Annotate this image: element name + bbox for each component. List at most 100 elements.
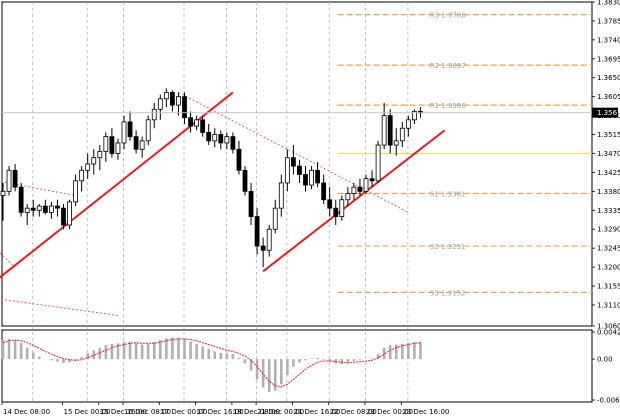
candle-body [176,96,181,106]
candle-body [24,207,30,213]
candle-body [248,190,254,217]
candle-body [224,136,230,144]
support-trendline [262,129,446,273]
candle-body [169,92,175,106]
time-tick-label: 21 Dec 16:00 [293,408,340,416]
candle-body [12,169,18,188]
dotted-trendline [0,252,16,268]
time-tick-label: 14 Dec 08:00 [3,408,50,416]
candles [0,88,423,268]
time-tick-label: 17 Dec 00:00 [160,408,207,416]
price-tick-label: 1.3785 [597,17,620,25]
candle-body [151,108,157,121]
candle-body [85,163,91,171]
candle-body [303,174,308,186]
candle-body [230,136,236,150]
price-tick-label: 1.3060 [597,323,620,331]
price-tick-label: 1.3200 [597,264,620,272]
price-tick-label: 1.3425 [597,169,620,177]
pivot-level-label: R1 1.3596 [430,102,467,110]
candle-body [97,150,103,159]
time-tick-label: 15 Dec 00:00 [64,408,111,416]
candle-body [387,115,393,146]
candle-body [67,201,72,226]
price-tick-label: 1.3740 [597,36,620,44]
candle-body [218,134,224,144]
macd-indicator: 0.00429 0.00 -0.00647 [1,329,620,405]
pivot-level-label: S2 1.3251 [430,243,466,251]
support-trendline [0,91,234,279]
time-tick-label: 17 Dec 16:00 [197,408,244,416]
macd-scale-label: 0.00 [597,356,613,364]
price-tick-label: 1.3110 [597,301,620,309]
candle-body [375,144,381,182]
candle-body [163,92,169,100]
pivot-levels: R3 1.3786 R2 1.3697 R1 1.3596 S1 1.3381 S2 1… [337,12,592,297]
current-price-badge [592,107,618,118]
candle-body [61,207,66,226]
macd-panel-border [1,329,593,403]
candle-body [194,119,200,127]
time-tick-label: 21 Dec 00:00 [257,408,304,416]
candle-body [73,180,78,203]
candle-body [290,157,296,167]
candle-body [321,182,327,201]
candle-body [333,207,339,217]
candle-body [42,205,48,213]
candle-body [284,157,290,184]
candle-body [127,121,133,138]
macd-scale-label: -0.00647 [597,397,620,405]
candle-body [266,228,272,251]
candle-body [399,127,405,142]
candle-body [297,165,302,175]
time-tick-label: 16 Dec 08:00 [124,408,171,416]
candle-body [206,132,212,142]
time-tick-label: 23 Dec 16:00 [402,408,449,416]
candle-body [327,199,333,209]
current-price-label: 1.3567 [597,109,620,117]
pivot-level-label: S3 1.3152 [430,289,466,297]
candle-body [121,121,127,144]
price-tick-label: 1.3245 [597,245,620,253]
pivot-level-label: S1 1.3381 [430,190,466,198]
candle-body [115,142,121,154]
candle-body [369,178,375,182]
price-tick-label: 1.3380 [597,188,620,196]
time-tick-label: 23 Dec 00:00 [366,408,413,416]
candle-body [236,148,242,171]
pivot-level-label: R3 1.3786 [430,12,467,20]
candle-body [6,169,12,192]
price-tick-label: 1.3290 [597,226,620,234]
price-tick-label: 1.3695 [597,55,620,63]
price-panel-border [1,1,593,327]
price-tick-label: 1.3155 [597,283,620,291]
candle-body [260,245,266,251]
candle-body [278,182,284,209]
candle-body [91,157,97,165]
dotted-trendline [0,298,119,316]
candle-body [36,205,42,211]
price-tick-label: 1.3650 [597,74,620,82]
candle-body [157,98,163,110]
candle-body [357,186,363,192]
candle-body [393,140,399,146]
candle-body [188,117,193,127]
candle-body [49,205,54,213]
candle-body [212,134,218,142]
candle-body [381,115,387,146]
candle-body [315,169,321,184]
candle-body [254,216,260,247]
price-tick-label: 1.3335 [597,207,620,215]
candle-body [133,136,139,150]
time-tick-label: 18 Dec 08:00 [233,408,280,416]
time-tick-label: 15 Dec 16:00 [100,408,147,416]
price-tick-label: 1.3605 [597,93,620,101]
candle-body [272,207,278,230]
candle-body [145,119,151,142]
candle-body [55,205,60,209]
candle-body [109,136,115,154]
candle-body [200,119,206,133]
candle-body [309,169,314,186]
